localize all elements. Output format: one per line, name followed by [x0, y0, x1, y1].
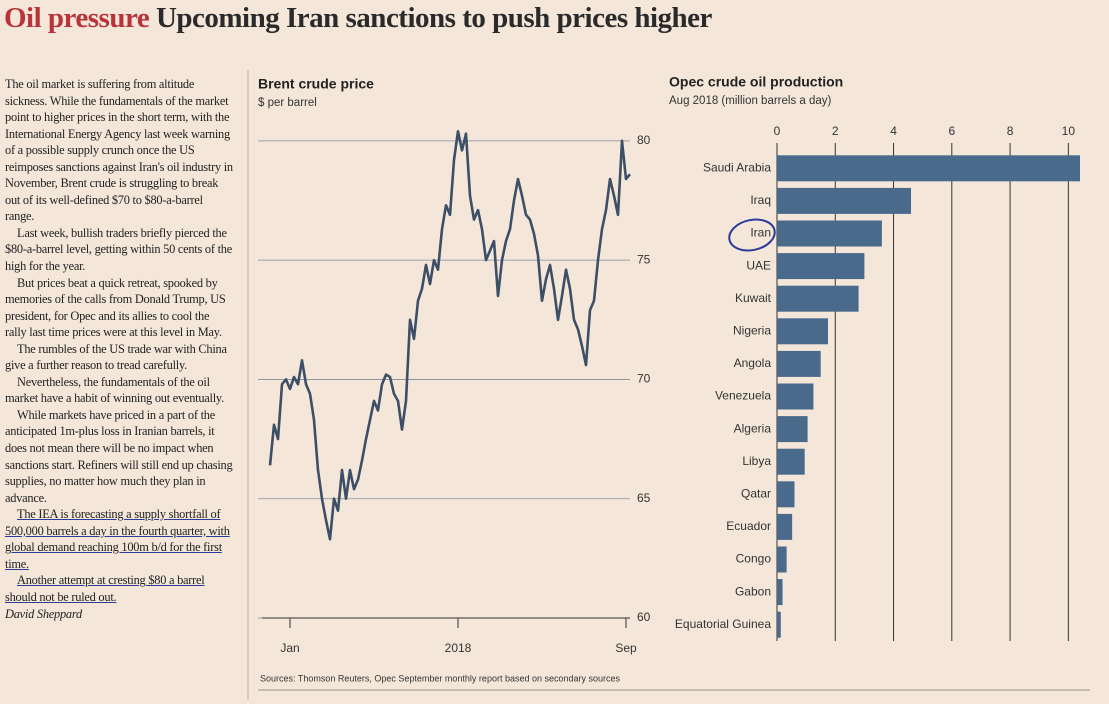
bar	[777, 481, 795, 508]
hand-circle	[728, 218, 776, 252]
chart-title: Opec crude oil production	[669, 74, 843, 90]
kicker: Oil pressure	[4, 2, 150, 34]
y-tick-label: Iraq	[750, 193, 771, 207]
chart-subtitle: $ per barrel	[258, 97, 317, 109]
x-tick-label: 10	[1062, 124, 1076, 138]
bar	[777, 318, 828, 345]
source: Sources: Thomson Reuters, Opec September…	[260, 673, 621, 683]
y-tick-label: Algeria	[734, 421, 772, 435]
bar	[777, 513, 793, 540]
y-tick-label: Ecuador	[726, 519, 771, 533]
bar	[777, 546, 787, 573]
x-tick-label: 2	[832, 124, 839, 138]
paragraph: The IEA is forecasting a supply shortfal…	[5, 507, 230, 571]
headline-title: Upcoming Iran sanctions to push prices h…	[155, 2, 712, 34]
bar	[777, 155, 1080, 182]
y-tick-label: 80	[637, 133, 651, 147]
y-tick-label: UAE	[746, 258, 771, 272]
paragraph: Nevertheless, the fundamentals of the oi…	[5, 374, 224, 406]
bar	[777, 187, 912, 214]
y-tick-label: Kuwait	[735, 291, 772, 305]
x-tick-label: Jan	[280, 641, 299, 655]
y-tick-label: Saudi Arabia	[703, 160, 771, 174]
y-tick-label: Qatar	[741, 486, 771, 500]
bar	[777, 448, 805, 475]
paragraph: Another attempt at cresting $80 a barrel…	[5, 573, 205, 604]
y-tick-label: Gabon	[735, 584, 771, 598]
paragraph: The rumbles of the US trade war with Chi…	[5, 341, 227, 373]
y-tick-label: Equatorial Guinea	[675, 617, 771, 631]
x-tick-label: 8	[1007, 124, 1014, 138]
bar	[777, 285, 859, 312]
paragraph: But prices beat a quick retreat, spooked…	[5, 275, 226, 340]
y-tick-label: 70	[637, 372, 651, 386]
y-tick-label: Nigeria	[733, 323, 771, 337]
y-tick-label: Venezuela	[715, 389, 771, 403]
paragraph: Last week, bullish traders briefly pierc…	[5, 225, 232, 274]
chart-title: Brent crude price	[258, 76, 374, 92]
chart-subtitle: Aug 2018 (million barrels a day)	[669, 95, 832, 107]
x-tick-label: 4	[890, 124, 897, 138]
byline: David Sheppard	[5, 606, 82, 621]
paragraph: The oil market is suffering from altitud…	[5, 77, 233, 224]
bar	[777, 383, 814, 410]
bar	[777, 253, 865, 280]
x-tick-label: 0	[774, 124, 781, 138]
y-tick-label: 75	[637, 252, 651, 266]
y-tick-label: 60	[637, 610, 651, 624]
bar	[777, 611, 781, 638]
y-tick-label: 65	[637, 491, 651, 505]
x-tick-label: Sep	[615, 641, 637, 655]
bar	[777, 220, 882, 247]
bar	[777, 579, 783, 606]
price-line	[268, 130, 631, 541]
headline: Oil pressure Upcoming Iran sanctions to …	[4, 2, 712, 35]
y-tick-label: Angola	[734, 356, 772, 370]
bar	[777, 416, 808, 443]
article: The oil market is suffering from altitud…	[5, 76, 233, 622]
y-tick-label: Libya	[742, 454, 771, 468]
paragraph: While markets have priced in a part of t…	[5, 407, 233, 505]
x-tick-label: 6	[948, 124, 955, 138]
y-tick-label: Congo	[736, 552, 772, 566]
bar	[777, 350, 821, 377]
y-tick-label: Iran	[750, 226, 771, 240]
x-tick-label: 2018	[445, 641, 472, 655]
